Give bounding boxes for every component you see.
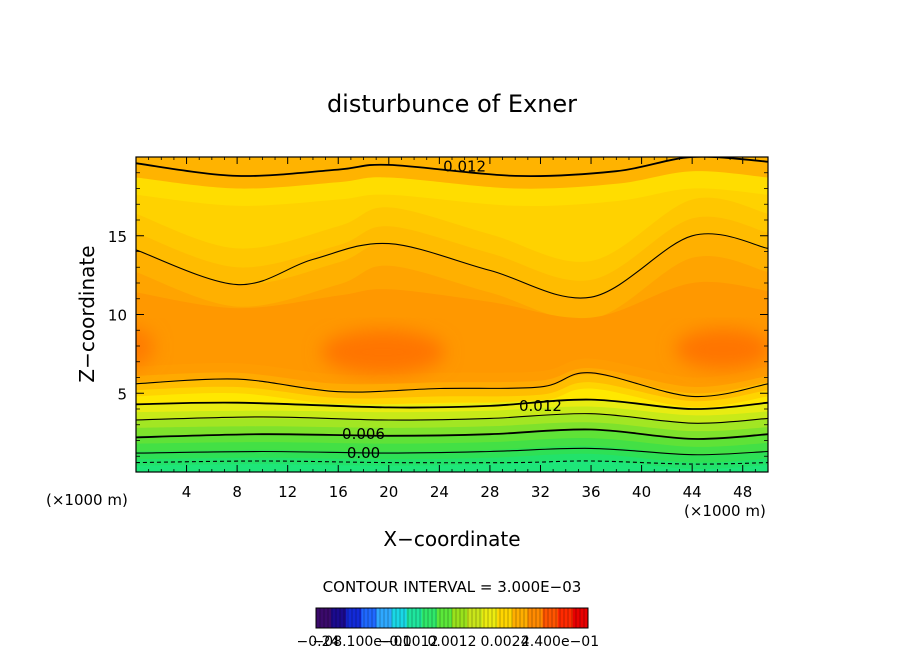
colorbar-swatch-8 bbox=[436, 608, 453, 628]
contour-line-3 bbox=[136, 413, 768, 424]
y-tick-label-2: 15 bbox=[108, 228, 127, 246]
colorbar-label-2: −0.0012 bbox=[378, 634, 439, 650]
plot-area bbox=[136, 157, 768, 472]
x-tick-label-2: 12 bbox=[278, 483, 297, 501]
x-tick-label-3: 16 bbox=[329, 483, 348, 501]
contour-label-2: 0.006 bbox=[342, 425, 385, 443]
chart-title: disturbunce of Exner bbox=[327, 90, 577, 118]
contour-line-1 bbox=[136, 447, 768, 456]
colorbar-swatch-14 bbox=[527, 608, 544, 628]
colorbar-label-0: −0.24 bbox=[297, 634, 340, 650]
y-tick-label-1: 10 bbox=[108, 307, 127, 325]
field-highs bbox=[136, 327, 768, 374]
contour-line-5 bbox=[136, 372, 768, 398]
colorbar-swatch-17 bbox=[572, 608, 589, 628]
x-tick-label-1: 8 bbox=[232, 483, 242, 501]
colorbar-swatch-16 bbox=[557, 608, 574, 628]
x-axis: 4 8 12 16 20 24 28 32 36 40 44 48 bbox=[148, 157, 756, 501]
y-axis: 5 10 15 bbox=[108, 172, 768, 457]
colorbar-swatch-15 bbox=[542, 608, 559, 628]
x-tick-label-5: 24 bbox=[430, 483, 449, 501]
x-unit-label-right: (×1000 m) bbox=[684, 502, 766, 520]
contour-label-0: 0.012 bbox=[443, 157, 486, 175]
contour-line-2 bbox=[136, 428, 768, 440]
colorbar-swatch-12 bbox=[497, 608, 513, 628]
colorbar-label-5: 2.400e−01 bbox=[521, 634, 599, 650]
colorbar bbox=[315, 607, 589, 629]
high-center-right bbox=[675, 329, 768, 369]
x-tick-label-4: 20 bbox=[379, 483, 398, 501]
contour-line-4 bbox=[136, 398, 768, 410]
contour-interval-text: CONTOUR INTERVAL = 3.000E−03 bbox=[323, 578, 582, 596]
colorbar-swatch-7 bbox=[421, 608, 438, 628]
x-axis-label: X−coordinate bbox=[383, 527, 520, 551]
high-center-left bbox=[136, 327, 154, 367]
x-tick-label-6: 28 bbox=[480, 483, 499, 501]
x-tick-label-11: 48 bbox=[733, 483, 752, 501]
y-tick-label-0: 5 bbox=[117, 385, 127, 403]
colorbar-swatch-2 bbox=[346, 608, 362, 628]
colorbar-swatch-10 bbox=[467, 608, 483, 628]
colorbar-swatch-5 bbox=[391, 608, 408, 628]
colorbar-label-4: 0.0024 bbox=[481, 634, 530, 650]
y-axis-label: Z−coordinate bbox=[75, 245, 99, 382]
contour-label-1: 0.012 bbox=[519, 397, 562, 415]
colorbar-swatch-6 bbox=[406, 608, 423, 628]
colorbar-swatch-3 bbox=[361, 608, 377, 628]
field-bands bbox=[136, 171, 768, 472]
field-band-21 bbox=[136, 460, 768, 472]
contour-line-6 bbox=[136, 233, 768, 299]
contour-label-3: 0.00 bbox=[347, 444, 380, 462]
colorbar-swatch-1 bbox=[331, 608, 347, 628]
x-tick-label-8: 36 bbox=[581, 483, 600, 501]
contour-lines bbox=[136, 157, 768, 465]
colorbar-frame bbox=[315, 607, 589, 629]
colorbar-swatch-11 bbox=[482, 608, 498, 628]
x-tick-label-10: 44 bbox=[683, 483, 702, 501]
colorbar-label-1: −08.100e−01 bbox=[313, 634, 412, 650]
x-tick-label-7: 32 bbox=[531, 483, 550, 501]
contour-line-7 bbox=[136, 157, 768, 178]
x-tick-label-0: 4 bbox=[182, 483, 192, 501]
contour-line-0 bbox=[136, 460, 768, 465]
x-tick-label-9: 40 bbox=[632, 483, 651, 501]
colorbar-label-3: 0.0012 bbox=[428, 634, 477, 650]
x-unit-label-left: (×1000 m) bbox=[46, 491, 128, 509]
high-center-mid bbox=[321, 330, 445, 374]
